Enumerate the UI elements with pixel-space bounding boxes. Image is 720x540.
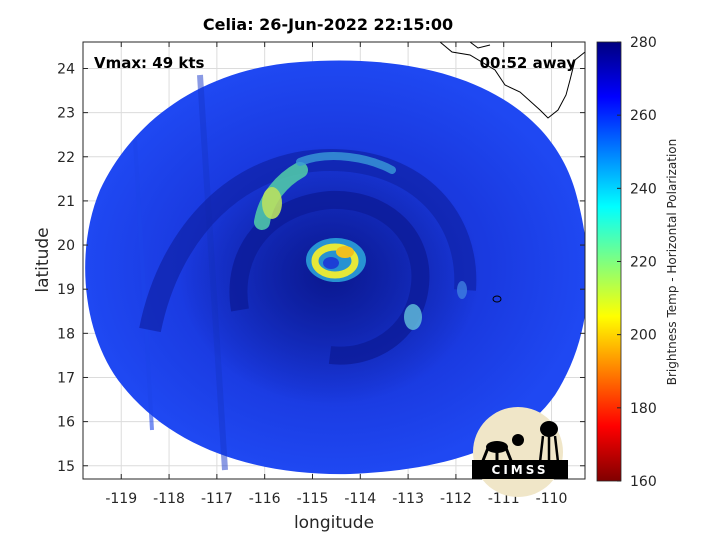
y-axis-label: latitude: [33, 227, 53, 292]
x-tick-label: -116: [249, 491, 281, 507]
chart-title: Celia: 26-Jun-2022 22:15:00: [203, 15, 453, 34]
y-tick-label: 16: [57, 415, 75, 431]
rainband-east: [404, 304, 422, 330]
scan-seam-2: [133, 139, 154, 431]
time-away-label: 00:52 away: [480, 54, 577, 72]
colorbar-tick-label: 160: [630, 474, 657, 490]
y-tick-label: 22: [57, 150, 75, 166]
x-tick-label: -114: [344, 491, 376, 507]
eyewall-ring: [311, 243, 359, 279]
colorbar-tick-label: 200: [630, 328, 657, 344]
rainband-east-2: [457, 281, 467, 299]
storm-eye: [323, 257, 339, 269]
x-tick-label: -117: [201, 491, 233, 507]
colorbar-ticks: 160 180 200 220 240 260 280: [617, 35, 657, 490]
island: [492, 295, 502, 303]
coastline-2: [469, 42, 491, 49]
y-tick-label: 23: [57, 106, 75, 122]
cimss-logo: CIMSS: [472, 407, 568, 497]
x-tick-label: -115: [297, 491, 329, 507]
y-tick-label: 19: [57, 282, 75, 298]
colorbar-tick-label: 220: [630, 255, 657, 271]
colorbar-tick-label: 280: [630, 35, 657, 51]
y-tick-label: 21: [57, 194, 75, 210]
colorbar: 160 180 200 220 240 260 280 Brightness Temp - …: [596, 35, 679, 490]
colorbar-tick-label: 240: [630, 181, 657, 197]
x-axis-label: longitude: [294, 513, 374, 533]
plot-area: -119 -118 -117 -116 -115 -114 -113 -112 -111 -110…: [57, 41, 586, 507]
colorbar-label: Brightness Temp - Horizontal Polarizatio…: [665, 139, 679, 386]
eyewall-hot: [336, 246, 354, 258]
convective-band-cyan: [296, 152, 396, 174]
y-tick-label: 18: [57, 326, 75, 342]
y-tick-label: 15: [57, 459, 75, 475]
y-ticks: 15 16 17 18 19 20 21 22 23 24: [57, 61, 585, 475]
y-tick-label: 20: [57, 238, 75, 254]
spiral-band-inner: [229, 190, 430, 365]
x-tick-label: -119: [105, 491, 137, 507]
convective-hotspot: [262, 187, 282, 219]
x-tick-label: -110: [536, 491, 568, 507]
y-tick-label: 17: [57, 370, 75, 386]
x-ticks: -119 -118 -117 -116 -115 -114 -113 -112 -111 -110: [105, 42, 567, 507]
vmax-label: Vmax: 49 kts: [94, 54, 204, 72]
x-tick-label: -112: [440, 491, 472, 507]
colorbar-tick-label: 260: [630, 108, 657, 124]
logo-text: CIMSS: [492, 463, 549, 477]
x-tick-label: -118: [153, 491, 185, 507]
y-tick-label: 24: [57, 61, 75, 77]
axes-box: [82, 41, 586, 480]
x-tick-label: -113: [392, 491, 424, 507]
colorbar-tick-label: 180: [630, 401, 657, 417]
coastline: [439, 42, 585, 119]
scan-swath: [85, 42, 585, 475]
